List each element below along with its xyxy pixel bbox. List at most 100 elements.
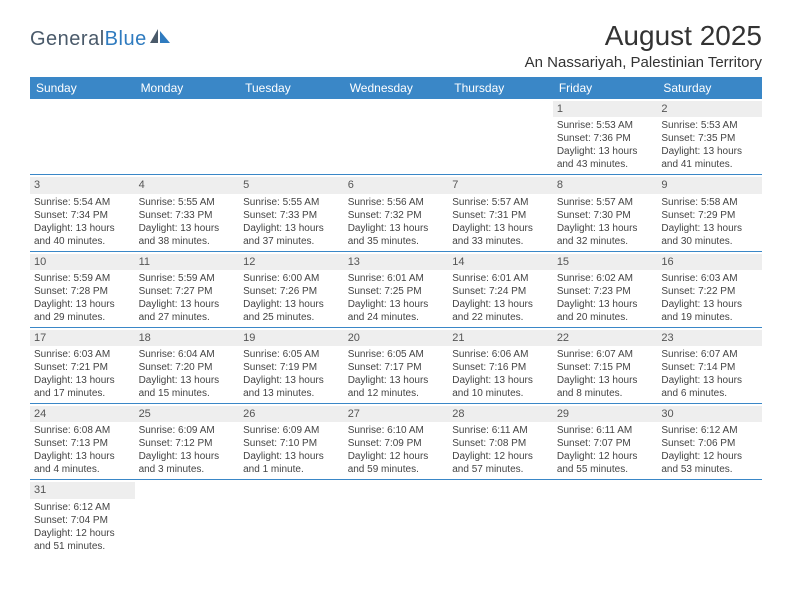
day-number: 2 [657, 101, 762, 117]
daylight-text: Daylight: 12 hours and 53 minutes. [661, 450, 758, 476]
daylight-text: Daylight: 13 hours and 37 minutes. [243, 222, 340, 248]
calendar-day: 17Sunrise: 6:03 AMSunset: 7:21 PMDayligh… [30, 327, 135, 403]
logo-text-blue: Blue [105, 28, 147, 51]
calendar-week: 24Sunrise: 6:08 AMSunset: 7:13 PMDayligh… [30, 404, 762, 480]
sunrise-text: Sunrise: 5:53 AM [557, 119, 654, 132]
calendar-day: 24Sunrise: 6:08 AMSunset: 7:13 PMDayligh… [30, 404, 135, 480]
sunrise-text: Sunrise: 6:09 AM [243, 424, 340, 437]
calendar-day: 27Sunrise: 6:10 AMSunset: 7:09 PMDayligh… [344, 404, 449, 480]
day-header: Monday [135, 77, 240, 99]
day-number: 10 [30, 254, 135, 270]
sunset-text: Sunset: 7:19 PM [243, 361, 340, 374]
day-header: Friday [553, 77, 658, 99]
day-header: Tuesday [239, 77, 344, 99]
day-number: 1 [553, 101, 658, 117]
sunrise-text: Sunrise: 5:56 AM [348, 196, 445, 209]
daylight-text: Daylight: 13 hours and 38 minutes. [139, 222, 236, 248]
daylight-text: Daylight: 13 hours and 29 minutes. [34, 298, 131, 324]
sunrise-text: Sunrise: 6:12 AM [661, 424, 758, 437]
sunrise-text: Sunrise: 5:59 AM [34, 272, 131, 285]
sunset-text: Sunset: 7:09 PM [348, 437, 445, 450]
daylight-text: Daylight: 13 hours and 40 minutes. [34, 222, 131, 248]
day-number: 4 [135, 177, 240, 193]
calendar-day: 9Sunrise: 5:58 AMSunset: 7:29 PMDaylight… [657, 175, 762, 251]
day-number: 6 [344, 177, 449, 193]
sunrise-text: Sunrise: 5:55 AM [243, 196, 340, 209]
daylight-text: Daylight: 13 hours and 43 minutes. [557, 145, 654, 171]
sunset-text: Sunset: 7:21 PM [34, 361, 131, 374]
day-number: 28 [448, 406, 553, 422]
day-number: 19 [239, 330, 344, 346]
header: GeneralBlue August 2025 An Nassariyah, P… [30, 20, 762, 71]
sunrise-text: Sunrise: 5:55 AM [139, 196, 236, 209]
sunset-text: Sunset: 7:16 PM [452, 361, 549, 374]
day-number: 9 [657, 177, 762, 193]
calendar-day: 22Sunrise: 6:07 AMSunset: 7:15 PMDayligh… [553, 327, 658, 403]
sunrise-text: Sunrise: 6:10 AM [348, 424, 445, 437]
calendar-empty [448, 480, 553, 556]
calendar-week: 1 Sunrise: 5:53 AMSunset: 7:36 PMDaylight… [30, 99, 762, 175]
sunset-text: Sunset: 7:07 PM [557, 437, 654, 450]
sunrise-text: Sunrise: 5:58 AM [661, 196, 758, 209]
sunrise-text: Sunrise: 6:01 AM [452, 272, 549, 285]
daylight-text: Daylight: 13 hours and 4 minutes. [34, 450, 131, 476]
calendar-empty [135, 480, 240, 556]
calendar-day: 2Sunrise: 5:53 AMSunset: 7:35 PMDaylight… [657, 99, 762, 175]
sunrise-text: Sunrise: 6:05 AM [348, 348, 445, 361]
calendar-empty [135, 99, 240, 175]
calendar-day: 30Sunrise: 6:12 AMSunset: 7:06 PMDayligh… [657, 404, 762, 480]
sunset-text: Sunset: 7:17 PM [348, 361, 445, 374]
day-number: 26 [239, 406, 344, 422]
day-number: 23 [657, 330, 762, 346]
daylight-text: Daylight: 12 hours and 59 minutes. [348, 450, 445, 476]
calendar-table: SundayMondayTuesdayWednesdayThursdayFrid… [30, 77, 762, 556]
day-number: 5 [239, 177, 344, 193]
sunrise-text: Sunrise: 6:01 AM [348, 272, 445, 285]
daylight-text: Daylight: 12 hours and 57 minutes. [452, 450, 549, 476]
calendar-day: 3Sunrise: 5:54 AMSunset: 7:34 PMDaylight… [30, 175, 135, 251]
sunset-text: Sunset: 7:25 PM [348, 285, 445, 298]
calendar-day: 1 Sunrise: 5:53 AMSunset: 7:36 PMDaylight… [553, 99, 658, 175]
day-number: 22 [553, 330, 658, 346]
sunrise-text: Sunrise: 6:03 AM [661, 272, 758, 285]
sunset-text: Sunset: 7:31 PM [452, 209, 549, 222]
calendar-day: 13Sunrise: 6:01 AMSunset: 7:25 PMDayligh… [344, 251, 449, 327]
sunrise-text: Sunrise: 6:08 AM [34, 424, 131, 437]
daylight-text: Daylight: 13 hours and 35 minutes. [348, 222, 445, 248]
calendar-week: 17Sunrise: 6:03 AMSunset: 7:21 PMDayligh… [30, 327, 762, 403]
calendar-day: 8Sunrise: 5:57 AMSunset: 7:30 PMDaylight… [553, 175, 658, 251]
daylight-text: Daylight: 13 hours and 22 minutes. [452, 298, 549, 324]
daylight-text: Daylight: 13 hours and 8 minutes. [557, 374, 654, 400]
calendar-empty [448, 99, 553, 175]
day-number: 29 [553, 406, 658, 422]
sunrise-text: Sunrise: 6:05 AM [243, 348, 340, 361]
day-number: 7 [448, 177, 553, 193]
location-text: An Nassariyah, Palestinian Territory [525, 54, 762, 71]
day-number: 11 [135, 254, 240, 270]
calendar-day: 12Sunrise: 6:00 AMSunset: 7:26 PMDayligh… [239, 251, 344, 327]
month-title: August 2025 [525, 20, 762, 52]
day-number: 24 [30, 406, 135, 422]
calendar-week: 3Sunrise: 5:54 AMSunset: 7:34 PMDaylight… [30, 175, 762, 251]
daylight-text: Daylight: 13 hours and 6 minutes. [661, 374, 758, 400]
daylight-text: Daylight: 13 hours and 24 minutes. [348, 298, 445, 324]
sunrise-text: Sunrise: 6:11 AM [452, 424, 549, 437]
calendar-day: 26Sunrise: 6:09 AMSunset: 7:10 PMDayligh… [239, 404, 344, 480]
logo: GeneralBlue [30, 28, 171, 51]
daylight-text: Daylight: 13 hours and 1 minute. [243, 450, 340, 476]
calendar-day: 20Sunrise: 6:05 AMSunset: 7:17 PMDayligh… [344, 327, 449, 403]
day-header: Sunday [30, 77, 135, 99]
day-number: 20 [344, 330, 449, 346]
daylight-text: Daylight: 13 hours and 19 minutes. [661, 298, 758, 324]
sunrise-text: Sunrise: 5:57 AM [452, 196, 549, 209]
calendar-day: 29Sunrise: 6:11 AMSunset: 7:07 PMDayligh… [553, 404, 658, 480]
sunset-text: Sunset: 7:36 PM [557, 132, 654, 145]
daylight-text: Daylight: 13 hours and 20 minutes. [557, 298, 654, 324]
calendar-week: 10Sunrise: 5:59 AMSunset: 7:28 PMDayligh… [30, 251, 762, 327]
sunset-text: Sunset: 7:15 PM [557, 361, 654, 374]
calendar-day: 31Sunrise: 6:12 AMSunset: 7:04 PMDayligh… [30, 480, 135, 556]
sunset-text: Sunset: 7:20 PM [139, 361, 236, 374]
day-number: 12 [239, 254, 344, 270]
calendar-empty [344, 480, 449, 556]
daylight-text: Daylight: 13 hours and 30 minutes. [661, 222, 758, 248]
